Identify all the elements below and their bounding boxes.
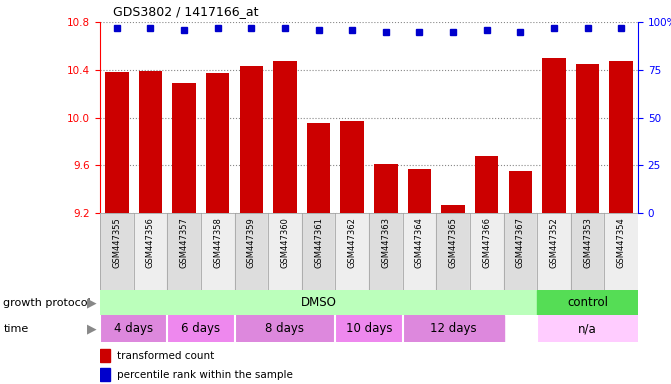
Text: GSM447358: GSM447358 xyxy=(213,217,222,268)
Bar xyxy=(442,205,465,384)
Text: GSM447357: GSM447357 xyxy=(180,217,189,268)
Bar xyxy=(340,121,364,384)
Bar xyxy=(234,315,336,342)
Bar xyxy=(206,73,229,384)
Text: GSM447360: GSM447360 xyxy=(280,217,289,268)
Text: DMSO: DMSO xyxy=(301,296,336,309)
Text: GSM447363: GSM447363 xyxy=(381,217,391,268)
Text: GSM447361: GSM447361 xyxy=(314,217,323,268)
Bar xyxy=(609,61,633,384)
Bar xyxy=(475,156,499,384)
Text: control: control xyxy=(567,296,608,309)
Bar xyxy=(537,213,571,290)
Bar xyxy=(537,290,638,315)
Text: GSM447367: GSM447367 xyxy=(516,217,525,268)
Text: time: time xyxy=(3,323,29,333)
Bar xyxy=(369,213,403,290)
Text: GSM447352: GSM447352 xyxy=(550,217,558,268)
Bar xyxy=(403,213,436,290)
Text: GSM447354: GSM447354 xyxy=(617,217,625,268)
Text: growth protocol: growth protocol xyxy=(3,298,91,308)
Bar xyxy=(100,290,537,315)
Bar xyxy=(100,349,110,362)
Bar xyxy=(167,213,201,290)
Bar xyxy=(403,315,503,342)
Text: GSM447364: GSM447364 xyxy=(415,217,424,268)
Text: 6 days: 6 days xyxy=(181,322,221,335)
Text: transformed count: transformed count xyxy=(117,351,214,361)
Bar xyxy=(307,124,330,384)
Bar xyxy=(100,315,167,342)
Bar xyxy=(605,213,638,290)
Bar xyxy=(302,213,336,290)
Bar xyxy=(105,72,129,384)
Text: 12 days: 12 days xyxy=(429,322,476,335)
Text: GDS3802 / 1417166_at: GDS3802 / 1417166_at xyxy=(113,5,259,18)
Text: GSM447355: GSM447355 xyxy=(112,217,121,268)
Text: 4 days: 4 days xyxy=(114,322,153,335)
Bar xyxy=(167,315,234,342)
Text: GSM447353: GSM447353 xyxy=(583,217,592,268)
Bar xyxy=(273,61,297,384)
Text: n/a: n/a xyxy=(578,322,597,335)
Bar xyxy=(134,213,167,290)
Text: 10 days: 10 days xyxy=(346,322,393,335)
Text: 8 days: 8 days xyxy=(266,322,305,335)
Bar xyxy=(100,213,134,290)
Text: GSM447356: GSM447356 xyxy=(146,217,155,268)
Bar xyxy=(139,71,162,384)
Bar xyxy=(576,64,599,384)
Bar xyxy=(408,169,431,384)
Bar xyxy=(470,213,503,290)
Bar xyxy=(374,164,398,384)
Bar xyxy=(240,66,263,384)
Text: GSM447365: GSM447365 xyxy=(448,217,458,268)
Bar xyxy=(172,83,196,384)
Text: GSM447359: GSM447359 xyxy=(247,217,256,268)
Text: ▶: ▶ xyxy=(87,322,97,335)
Text: GSM447362: GSM447362 xyxy=(348,217,357,268)
Bar xyxy=(542,58,566,384)
Bar xyxy=(537,315,638,342)
Bar xyxy=(201,213,234,290)
Bar xyxy=(503,213,537,290)
Text: percentile rank within the sample: percentile rank within the sample xyxy=(117,370,293,380)
Bar xyxy=(336,213,369,290)
Bar xyxy=(268,213,302,290)
Bar xyxy=(571,213,605,290)
Bar xyxy=(234,213,268,290)
Bar xyxy=(336,315,403,342)
Text: GSM447366: GSM447366 xyxy=(482,217,491,268)
Bar xyxy=(436,213,470,290)
Bar xyxy=(509,171,532,384)
Bar xyxy=(100,368,110,381)
Text: ▶: ▶ xyxy=(87,296,97,309)
